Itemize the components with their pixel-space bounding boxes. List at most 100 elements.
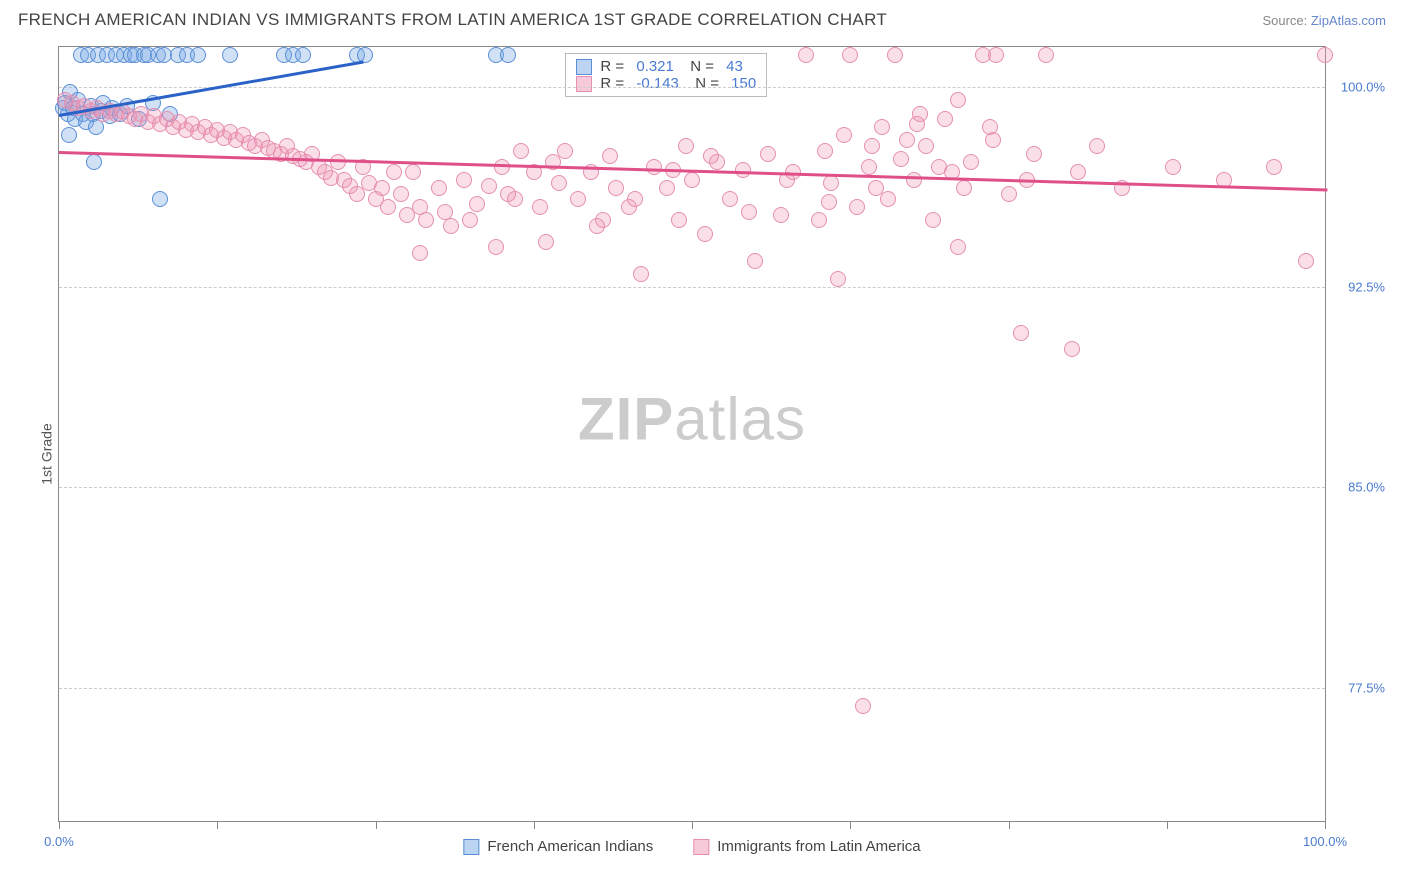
data-point [456, 172, 472, 188]
y-tick-label: 85.0% [1348, 480, 1385, 495]
watermark: ZIPatlas [578, 384, 806, 453]
x-tick [1325, 821, 1326, 829]
data-point [589, 218, 605, 234]
gridline [59, 487, 1325, 488]
data-point [222, 47, 238, 63]
data-point [950, 92, 966, 108]
data-point [956, 180, 972, 196]
legend-item: Immigrants from Latin America [693, 838, 920, 855]
data-point [532, 199, 548, 215]
data-point [1089, 138, 1105, 154]
data-point [861, 159, 877, 175]
data-point [1165, 159, 1181, 175]
data-point [1317, 47, 1333, 63]
data-point [760, 146, 776, 162]
y-tick-label: 77.5% [1348, 680, 1385, 695]
data-point [747, 253, 763, 269]
gridline [59, 287, 1325, 288]
data-point [1001, 186, 1017, 202]
data-point [374, 180, 390, 196]
data-point [899, 132, 915, 148]
data-point [906, 172, 922, 188]
data-point [988, 47, 1004, 63]
chart-header: FRENCH AMERICAN INDIAN VS IMMIGRANTS FRO… [0, 0, 1406, 36]
y-axis-label: 1st Grade [39, 423, 55, 484]
data-point [462, 212, 478, 228]
data-point [1266, 159, 1282, 175]
data-point [798, 47, 814, 63]
x-tick [59, 821, 60, 829]
chart-container: 1st Grade ZIPatlas R = 0.321 N = 43R = -… [40, 46, 1396, 862]
data-point [950, 239, 966, 255]
data-point [811, 212, 827, 228]
legend-r-value: -0.143 [636, 75, 679, 92]
y-tick-label: 92.5% [1348, 280, 1385, 295]
data-point [684, 172, 700, 188]
legend-r-label: R = [600, 58, 628, 75]
x-tick [217, 821, 218, 829]
legend-row: R = -0.143 N = 150 [576, 75, 756, 92]
source-link[interactable]: ZipAtlas.com [1311, 13, 1386, 28]
data-point [633, 266, 649, 282]
data-point [1026, 146, 1042, 162]
data-point [836, 127, 852, 143]
data-point [86, 154, 102, 170]
data-point [671, 212, 687, 228]
data-point [855, 698, 871, 714]
data-point [937, 111, 953, 127]
data-point [488, 239, 504, 255]
plot-area: ZIPatlas R = 0.321 N = 43R = -0.143 N = … [58, 46, 1326, 822]
source-prefix: Source: [1262, 13, 1310, 28]
x-tick-label: 100.0% [1303, 834, 1347, 849]
data-point [823, 175, 839, 191]
legend-swatch [576, 76, 592, 92]
data-point [570, 191, 586, 207]
legend-swatch [693, 839, 709, 855]
data-point [925, 212, 941, 228]
legend-r-label: R = [600, 75, 628, 92]
data-point [418, 212, 434, 228]
data-point [481, 178, 497, 194]
data-point [405, 164, 421, 180]
data-point [741, 204, 757, 220]
x-tick [534, 821, 535, 829]
y-tick-label: 100.0% [1341, 80, 1385, 95]
data-point [697, 226, 713, 242]
data-point [887, 47, 903, 63]
data-point [963, 154, 979, 170]
data-point [985, 132, 1001, 148]
data-point [608, 180, 624, 196]
data-point [817, 143, 833, 159]
data-point [722, 191, 738, 207]
x-tick [1167, 821, 1168, 829]
legend-n-label: N = [682, 58, 718, 75]
data-point [386, 164, 402, 180]
legend-swatch [463, 839, 479, 855]
data-point [431, 180, 447, 196]
data-point [893, 151, 909, 167]
data-point [678, 138, 694, 154]
data-point [1013, 325, 1029, 341]
data-point [494, 159, 510, 175]
data-point [507, 191, 523, 207]
data-point [627, 191, 643, 207]
data-point [443, 218, 459, 234]
data-point [1298, 253, 1314, 269]
data-point [909, 116, 925, 132]
data-point [557, 143, 573, 159]
legend-swatch [576, 59, 592, 75]
gridline [59, 688, 1325, 689]
x-tick [850, 821, 851, 829]
data-point [380, 199, 396, 215]
data-point [830, 271, 846, 287]
gridline [59, 87, 1325, 88]
data-point [821, 194, 837, 210]
data-point [538, 234, 554, 250]
data-point [918, 138, 934, 154]
data-point [849, 199, 865, 215]
legend-label: Immigrants from Latin America [717, 838, 920, 855]
data-point [500, 47, 516, 63]
correlation-legend: R = 0.321 N = 43R = -0.143 N = 150 [565, 53, 767, 97]
legend-n-value: 150 [731, 75, 756, 92]
x-tick [692, 821, 693, 829]
